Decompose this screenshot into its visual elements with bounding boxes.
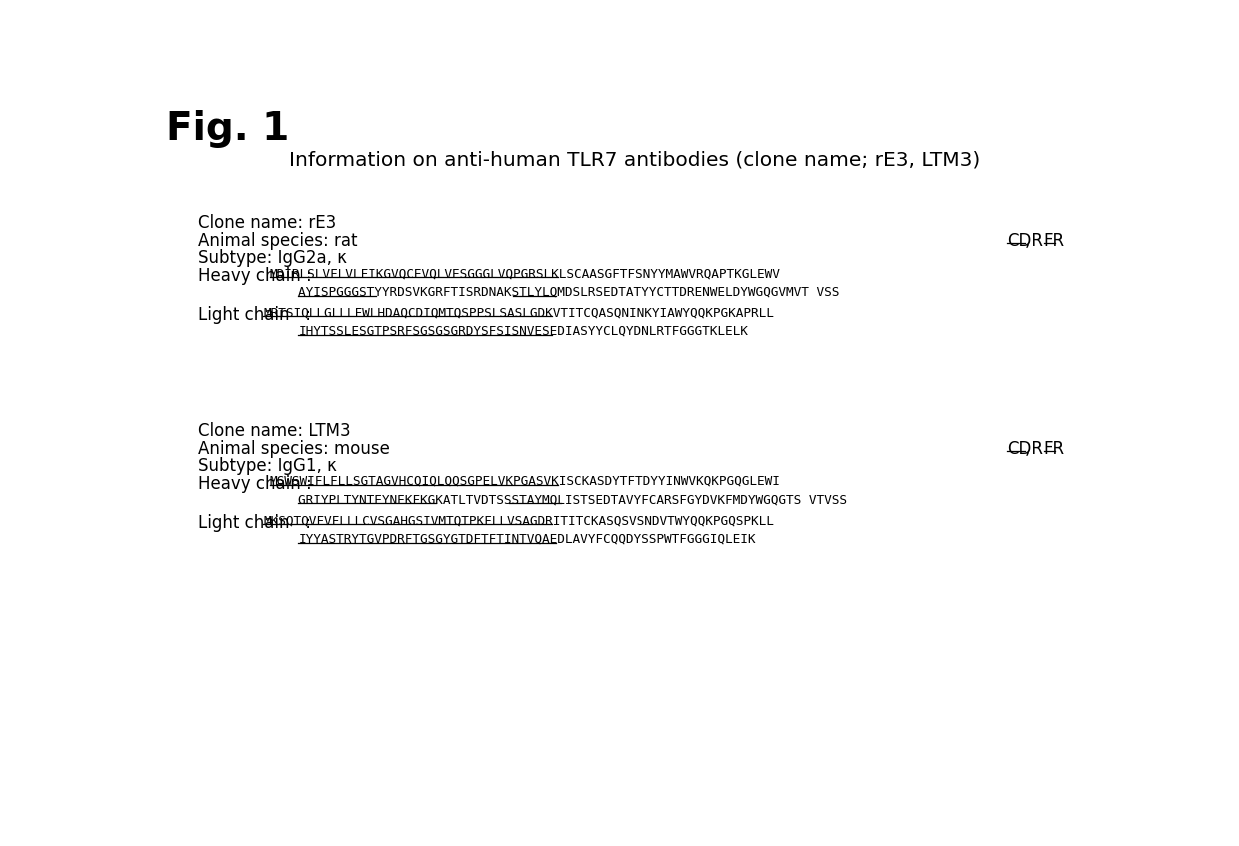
Text: IYYASTRYTGVPDRFTGSGYGTDFTFTINTVQAEDLAVYFCQQDYSSPWTFGGGIQLEIK: IYYASTRYTGVPDRFTGSGYGTDFTFTINTVQAEDLAVYF… <box>299 533 756 546</box>
Text: Animal species: mouse: Animal species: mouse <box>197 440 389 458</box>
Text: Light chain   :: Light chain : <box>197 514 316 532</box>
Text: Information on anti-human TLR7 antibodies (clone name; rE3, LTM3): Information on anti-human TLR7 antibodie… <box>289 151 980 170</box>
Text: Fig. 1: Fig. 1 <box>166 110 290 148</box>
Text: Subtype: IgG2a, κ: Subtype: IgG2a, κ <box>197 250 347 267</box>
Text: IHYTSSLESGTPSRFSGSGSGRDYSFSISNVESEDIASYYCLQYDNLRTFGGGTKLELK: IHYTSSLESGTPSRFSGSGSGRDYSFSISNVESEDIASYY… <box>299 325 748 338</box>
Text: Heavy chain :: Heavy chain : <box>197 267 316 285</box>
Text: MKSQTQVFVFLLLCVSGAHGSIVMTQTPKFLLVSAGDRITITCKASQSVSNDVTWYQQKPGQSPKLL: MKSQTQVFVFLLLCVSGAHGSIVMTQTPKFLLVSAGDRIT… <box>264 514 774 527</box>
Text: MDIRLSLVFLVLFIKGVQCEVQLVESGGGLVQPGRSLKLSCAASGFTFSNYYMAWVRQAPTKGLEWV: MDIRLSLVFLVLFIKGVQCEVQLVESGGGLVQPGRSLKLS… <box>270 267 781 280</box>
Text: MGWSWIFLFLLSGTAGVHCQIQLQQSGPELVKPGASVKISCKASDYTFTDYYINWVKQKPGQGLEWI: MGWSWIFLFLLSGTAGVHCQIQLQQSGPELVKPGASVKIS… <box>270 475 781 488</box>
Text: CDR: CDR <box>1007 440 1043 458</box>
Text: GRIYPLTYNTEYNEKFKGKATLTVDTSSSTAYMQLISTSEDTAVYFCARSFGYDVKFMDYWGQGTS VTVSS: GRIYPLTYNTEYNEKFKGKATLTVDTSSSTAYMQLISTSE… <box>299 493 847 507</box>
Text: Clone name: rE3: Clone name: rE3 <box>197 214 336 232</box>
Text: Heavy chain :: Heavy chain : <box>197 475 316 493</box>
Text: FR: FR <box>1043 232 1066 250</box>
Text: FR: FR <box>1043 440 1066 458</box>
Text: AYISPGGGSTYYRDSVKGRFTISRDNAKSTLYLQMDSLRSEDTATYYCTTDRENWELDYWGQGVMVT VSS: AYISPGGGSTYYRDSVKGRFTISRDNAKSTLYLQMDSLRS… <box>299 286 840 299</box>
Text: ,: , <box>1025 440 1036 458</box>
Text: Animal species: rat: Animal species: rat <box>197 232 357 250</box>
Text: Light chain   :: Light chain : <box>197 306 316 324</box>
Text: Subtype: IgG1, κ: Subtype: IgG1, κ <box>197 457 336 475</box>
Text: ,: , <box>1025 232 1036 250</box>
Text: CDR: CDR <box>1007 232 1043 250</box>
Text: Clone name: LTM3: Clone name: LTM3 <box>197 422 351 440</box>
Text: MRTSIQLLGLLLFWLHDAQCDIQMTQSPPSLSASLGDKVTITCQASQNINKYIAWYQQKPGKAPRLL: MRTSIQLLGLLLFWLHDAQCDIQMTQSPPSLSASLGDKVT… <box>264 306 774 319</box>
